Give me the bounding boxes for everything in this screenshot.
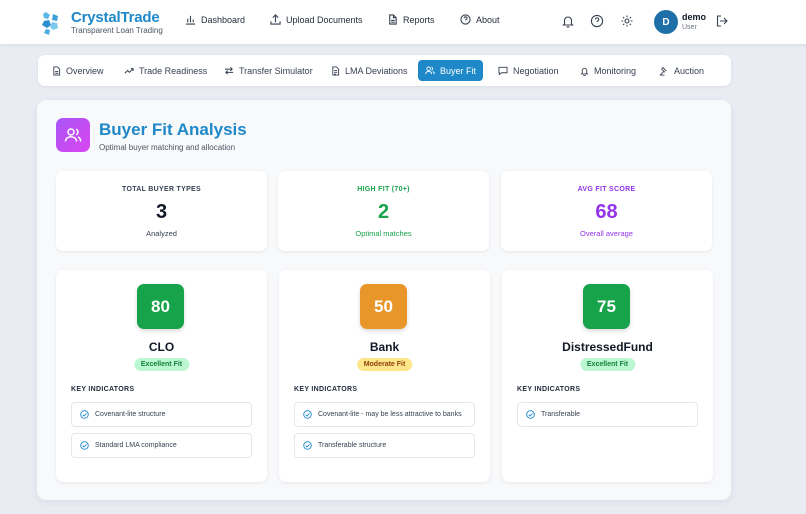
tab-auction[interactable]: Auction — [652, 60, 711, 81]
top-navbar: CrystalTrade Transparent Loan Trading Da… — [0, 0, 806, 44]
indicator-item: Covenant-lite - may be less attractive t… — [294, 402, 475, 427]
page-title: Buyer Fit Analysis — [99, 120, 247, 139]
gavel-icon — [659, 66, 667, 76]
page-subtitle: Optimal buyer matching and allocation — [99, 143, 236, 152]
buyer-card-clo[interactable]: 80 CLO Excellent Fit KEY INDICATORS Cove… — [56, 270, 267, 482]
avatar: D — [654, 10, 678, 34]
indicator-text: Covenant-lite - may be less attractive t… — [318, 411, 462, 418]
tab-negotiation[interactable]: Negotiation — [491, 60, 566, 81]
trending-up-icon — [124, 68, 134, 74]
tab-overview[interactable]: Overview — [45, 60, 111, 81]
buyer-name: DistressedFund — [562, 340, 653, 354]
nav-about-label: About — [476, 14, 500, 25]
file-icon — [389, 14, 397, 25]
key-indicators-label: KEY INDICATORS — [294, 386, 358, 393]
stat-card-high-fit: HIGH FIT (70+) 2 Optimal matches — [278, 171, 489, 251]
user-menu[interactable]: D demo User — [654, 10, 706, 34]
key-indicators-label: KEY INDICATORS — [71, 386, 135, 393]
users-icon — [425, 66, 435, 75]
stat-value: 68 — [595, 201, 618, 223]
tab-lma-deviations-label: LMA Deviations — [345, 65, 408, 76]
analysis-tab-bar: Overview Trade Readiness Transfer Simula… — [38, 55, 731, 86]
buyer-card-bank[interactable]: 50 Bank Moderate Fit KEY INDICATORS Cove… — [279, 270, 490, 482]
nav-about[interactable]: About — [460, 14, 500, 25]
stat-label: HIGH FIT (70+) — [357, 186, 410, 193]
logout-icon[interactable] — [715, 14, 729, 28]
clipboard-icon — [332, 66, 340, 75]
document-icon — [53, 66, 61, 75]
tab-trade-readiness-label: Trade Readiness — [139, 65, 208, 76]
buyer-fit-panel: Buyer Fit Analysis Optimal buyer matchin… — [37, 100, 731, 500]
tab-buyer-fit-label: Buyer Fit — [440, 65, 477, 76]
indicator-text: Standard LMA compliance — [95, 442, 177, 449]
users-icon — [56, 118, 90, 152]
indicator-text: Covenant-lite structure — [95, 411, 166, 418]
tab-negotiation-label: Negotiation — [513, 65, 559, 76]
stat-note: Overall average — [580, 229, 633, 238]
tab-transfer-simulator[interactable]: Transfer Simulator — [217, 60, 320, 81]
fit-badge: Excellent Fit — [133, 358, 190, 371]
help-circle-icon — [460, 14, 471, 25]
tab-buyer-fit[interactable]: Buyer Fit — [418, 60, 484, 81]
nav-upload-label: Upload Documents — [286, 14, 363, 25]
stat-card-avg-fit-score: AVG FIT SCORE 68 Overall average — [501, 171, 712, 251]
tab-monitoring[interactable]: Monitoring — [573, 60, 643, 81]
fit-score: 50 — [360, 284, 407, 329]
arrows-icon — [224, 66, 234, 75]
help-icon[interactable] — [590, 14, 604, 28]
tab-auction-label: Auction — [674, 65, 705, 76]
buyer-card-distressed-fund[interactable]: 75 DistressedFund Excellent Fit KEY INDI… — [502, 270, 713, 482]
indicator-text: Transferable structure — [318, 442, 387, 449]
tab-monitoring-label: Monitoring — [594, 65, 637, 76]
tab-overview-label: Overview — [66, 65, 104, 76]
brand-name: CrystalTrade — [71, 9, 160, 26]
stat-note: Analyzed — [146, 229, 177, 238]
check-circle-icon — [303, 441, 312, 450]
upload-icon — [270, 14, 281, 25]
indicator-item: Transferable — [517, 402, 698, 427]
nav-upload-documents[interactable]: Upload Documents — [270, 14, 363, 25]
indicator-text: Transferable — [541, 411, 581, 418]
indicator-item: Transferable structure — [294, 433, 475, 458]
fit-score: 80 — [137, 284, 184, 329]
buyer-name: Bank — [369, 340, 400, 354]
brand-tagline: Transparent Loan Trading — [71, 26, 163, 35]
user-role: User — [682, 24, 697, 31]
gear-icon[interactable] — [620, 14, 634, 28]
fit-badge: Moderate Fit — [356, 358, 413, 371]
bell-icon[interactable] — [561, 14, 575, 28]
check-circle-icon — [80, 410, 89, 419]
tab-lma-deviations[interactable]: LMA Deviations — [324, 60, 415, 81]
user-name: demo — [682, 12, 707, 22]
buyer-name: CLO — [148, 340, 175, 354]
check-circle-icon — [303, 410, 312, 419]
stat-card-total-buyer-types: TOTAL BUYER TYPES 3 Analyzed — [56, 171, 267, 251]
brand[interactable]: CrystalTrade Transparent Loan Trading — [40, 9, 163, 36]
fit-badge: Excellent Fit — [579, 358, 636, 371]
crystal-logo-icon — [42, 11, 58, 35]
tab-transfer-simulator-label: Transfer Simulator — [239, 65, 313, 76]
nav-reports[interactable]: Reports — [387, 14, 435, 25]
nav-reports-label: Reports — [403, 14, 435, 25]
stat-label: AVG FIT SCORE — [577, 186, 636, 193]
tab-trade-readiness[interactable]: Trade Readiness — [117, 60, 214, 81]
nav-dashboard-label: Dashboard — [201, 14, 246, 25]
stat-value: 2 — [377, 201, 390, 223]
indicator-item: Covenant-lite structure — [71, 402, 252, 427]
message-icon — [498, 66, 508, 75]
bar-chart-icon — [185, 15, 196, 25]
stat-value: 3 — [155, 201, 168, 223]
stat-label: TOTAL BUYER TYPES — [122, 186, 201, 193]
stat-note: Optimal matches — [355, 229, 412, 238]
check-circle-icon — [526, 410, 535, 419]
check-circle-icon — [80, 441, 89, 450]
fit-score: 75 — [583, 284, 630, 329]
nav-dashboard[interactable]: Dashboard — [185, 14, 245, 25]
indicator-item: Standard LMA compliance — [71, 433, 252, 458]
bell-icon — [580, 67, 589, 76]
key-indicators-label: KEY INDICATORS — [517, 386, 581, 393]
